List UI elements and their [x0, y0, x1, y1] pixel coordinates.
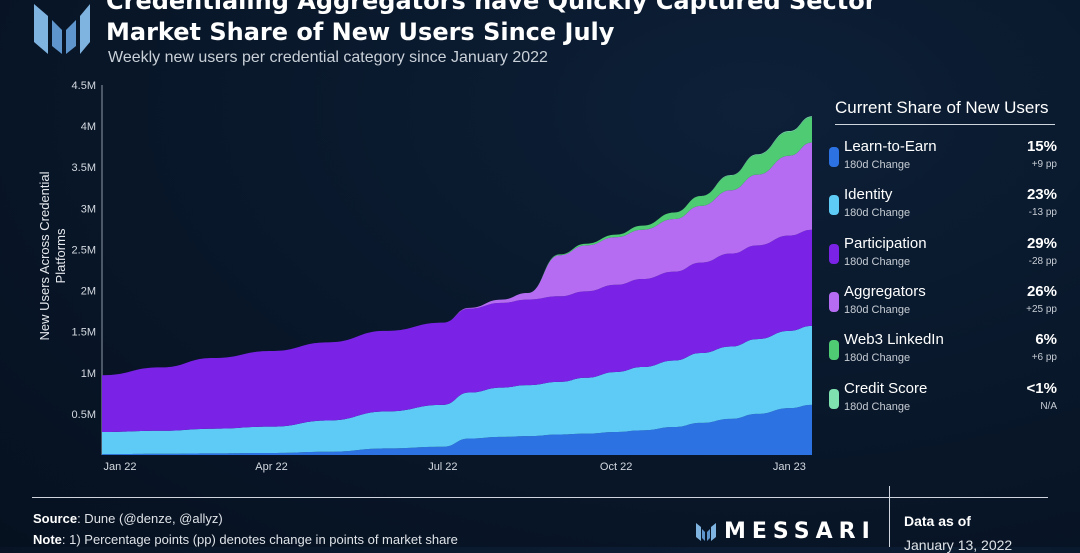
legend-item-share: 29% — [1026, 235, 1057, 252]
x-tick-label: Jul 22 — [428, 461, 457, 473]
source-text: Source: Dune (@denze, @allyz) — [33, 511, 223, 526]
legend-item-sub: 180d Change — [844, 159, 911, 171]
legend-item: Identity 180d Change 23% -13 pp — [829, 186, 1058, 230]
legend-item-change: +9 pp — [1031, 159, 1057, 170]
area-series-aggregators — [102, 142, 812, 376]
footer-divider-line — [32, 497, 1048, 498]
legend-swatch — [829, 147, 839, 167]
legend-title: Current Share of New Users — [835, 98, 1055, 125]
legend-swatch — [829, 389, 839, 409]
legend-swatch — [829, 195, 839, 215]
data-as-of-label: Data as of — [904, 513, 971, 529]
area-series-participation — [102, 229, 812, 432]
legend-item-change: +6 pp — [1031, 352, 1057, 363]
legend-item-change: N/A — [1040, 401, 1057, 412]
messari-brand-text: MESSARI — [724, 519, 876, 544]
legend-swatch — [829, 244, 839, 264]
data-as-of-date: January 13, 2022 — [904, 537, 1013, 553]
messari-logo-icon — [34, 4, 90, 54]
y-tick-label: 2M — [81, 286, 96, 298]
y-tick-label: 2.5M — [72, 244, 96, 256]
chart-subtitle: Weekly new users per credential category… — [108, 49, 548, 66]
area-series-learn-to-earn — [102, 404, 812, 455]
y-tick-label: 0.5M — [72, 409, 96, 421]
legend-item-share: <1% — [1026, 380, 1057, 397]
legend-item-change: +25 pp — [1026, 304, 1057, 315]
area-series-identity — [102, 325, 812, 455]
legend-item: Web3 LinkedIn 180d Change 6% +6 pp — [829, 331, 1058, 375]
x-tick-label: Oct 22 — [600, 461, 632, 473]
legend-item: Participation 180d Change 29% -28 pp — [829, 235, 1058, 279]
legend-item-sub: 180d Change — [844, 256, 911, 268]
legend-item-change: -13 pp — [1028, 207, 1057, 218]
legend-item-name: Identity — [844, 186, 893, 203]
legend-item-sub: 180d Change — [844, 304, 911, 316]
x-tick-label: Jan 23 — [773, 461, 806, 473]
legend-item-sub: 180d Change — [844, 401, 911, 413]
legend-item-share: 26% — [1026, 283, 1057, 300]
messari-brand-icon — [696, 523, 716, 541]
note-label: Note — [33, 532, 62, 547]
source-value: : Dune (@denze, @allyz) — [77, 511, 223, 526]
y-tick-label: 3.5M — [72, 162, 96, 174]
legend-item-name: Participation — [844, 235, 927, 252]
y-tick-label: 1.5M — [72, 327, 96, 339]
legend-item-name: Web3 LinkedIn — [844, 331, 944, 348]
x-tick-label: Apr 22 — [255, 461, 287, 473]
chart-title: Credentialing Aggregators have Quickly C… — [106, 0, 906, 48]
y-tick-label: 1M — [81, 368, 96, 380]
legend-item-sub: 180d Change — [844, 207, 911, 219]
y-tick-label: 3M — [81, 203, 96, 215]
y-tick-label: 4M — [81, 121, 96, 133]
chart-title-line-2: Market Share of New Users Since July — [106, 18, 615, 46]
legend-swatch — [829, 340, 839, 360]
legend-item: Learn-to-Earn 180d Change 15% +9 pp — [829, 138, 1058, 182]
legend-item-share: 23% — [1026, 186, 1057, 203]
source-label: Source — [33, 511, 78, 526]
stacked-area-chart: 0.5M 1M 1.5M 2M 2.5M 3M 3.5M 4M 4.5M Jan 22 Apr 22… — [72, 80, 812, 473]
legend-item-share: 6% — [1035, 331, 1057, 348]
legend-item-change: -28 pp — [1028, 256, 1057, 267]
legend-item: Aggregators 180d Change 26% +25 pp — [829, 283, 1058, 327]
chart-title-line-1: Credentialing Aggregators have Quickly C… — [106, 0, 877, 15]
y-tick-label: 4.5M — [72, 80, 96, 92]
legend-item-name: Aggregators — [844, 283, 926, 300]
note-value: : 1) Percentage points (pp) denotes chan… — [61, 532, 458, 547]
legend-item-share: 15% — [1026, 138, 1057, 155]
x-tick-label: Jan 22 — [103, 461, 136, 473]
footer-vertical-divider — [889, 486, 890, 547]
legend-swatch — [829, 292, 839, 312]
legend-item-sub: 180d Change — [844, 352, 911, 364]
legend-item-name: Learn-to-Earn — [844, 138, 937, 155]
note-text: Note: 1) Percentage points (pp) denotes … — [33, 532, 458, 547]
legend-item-name: Credit Score — [844, 380, 928, 397]
legend-item: Credit Score 180d Change <1% N/A — [829, 380, 1058, 424]
